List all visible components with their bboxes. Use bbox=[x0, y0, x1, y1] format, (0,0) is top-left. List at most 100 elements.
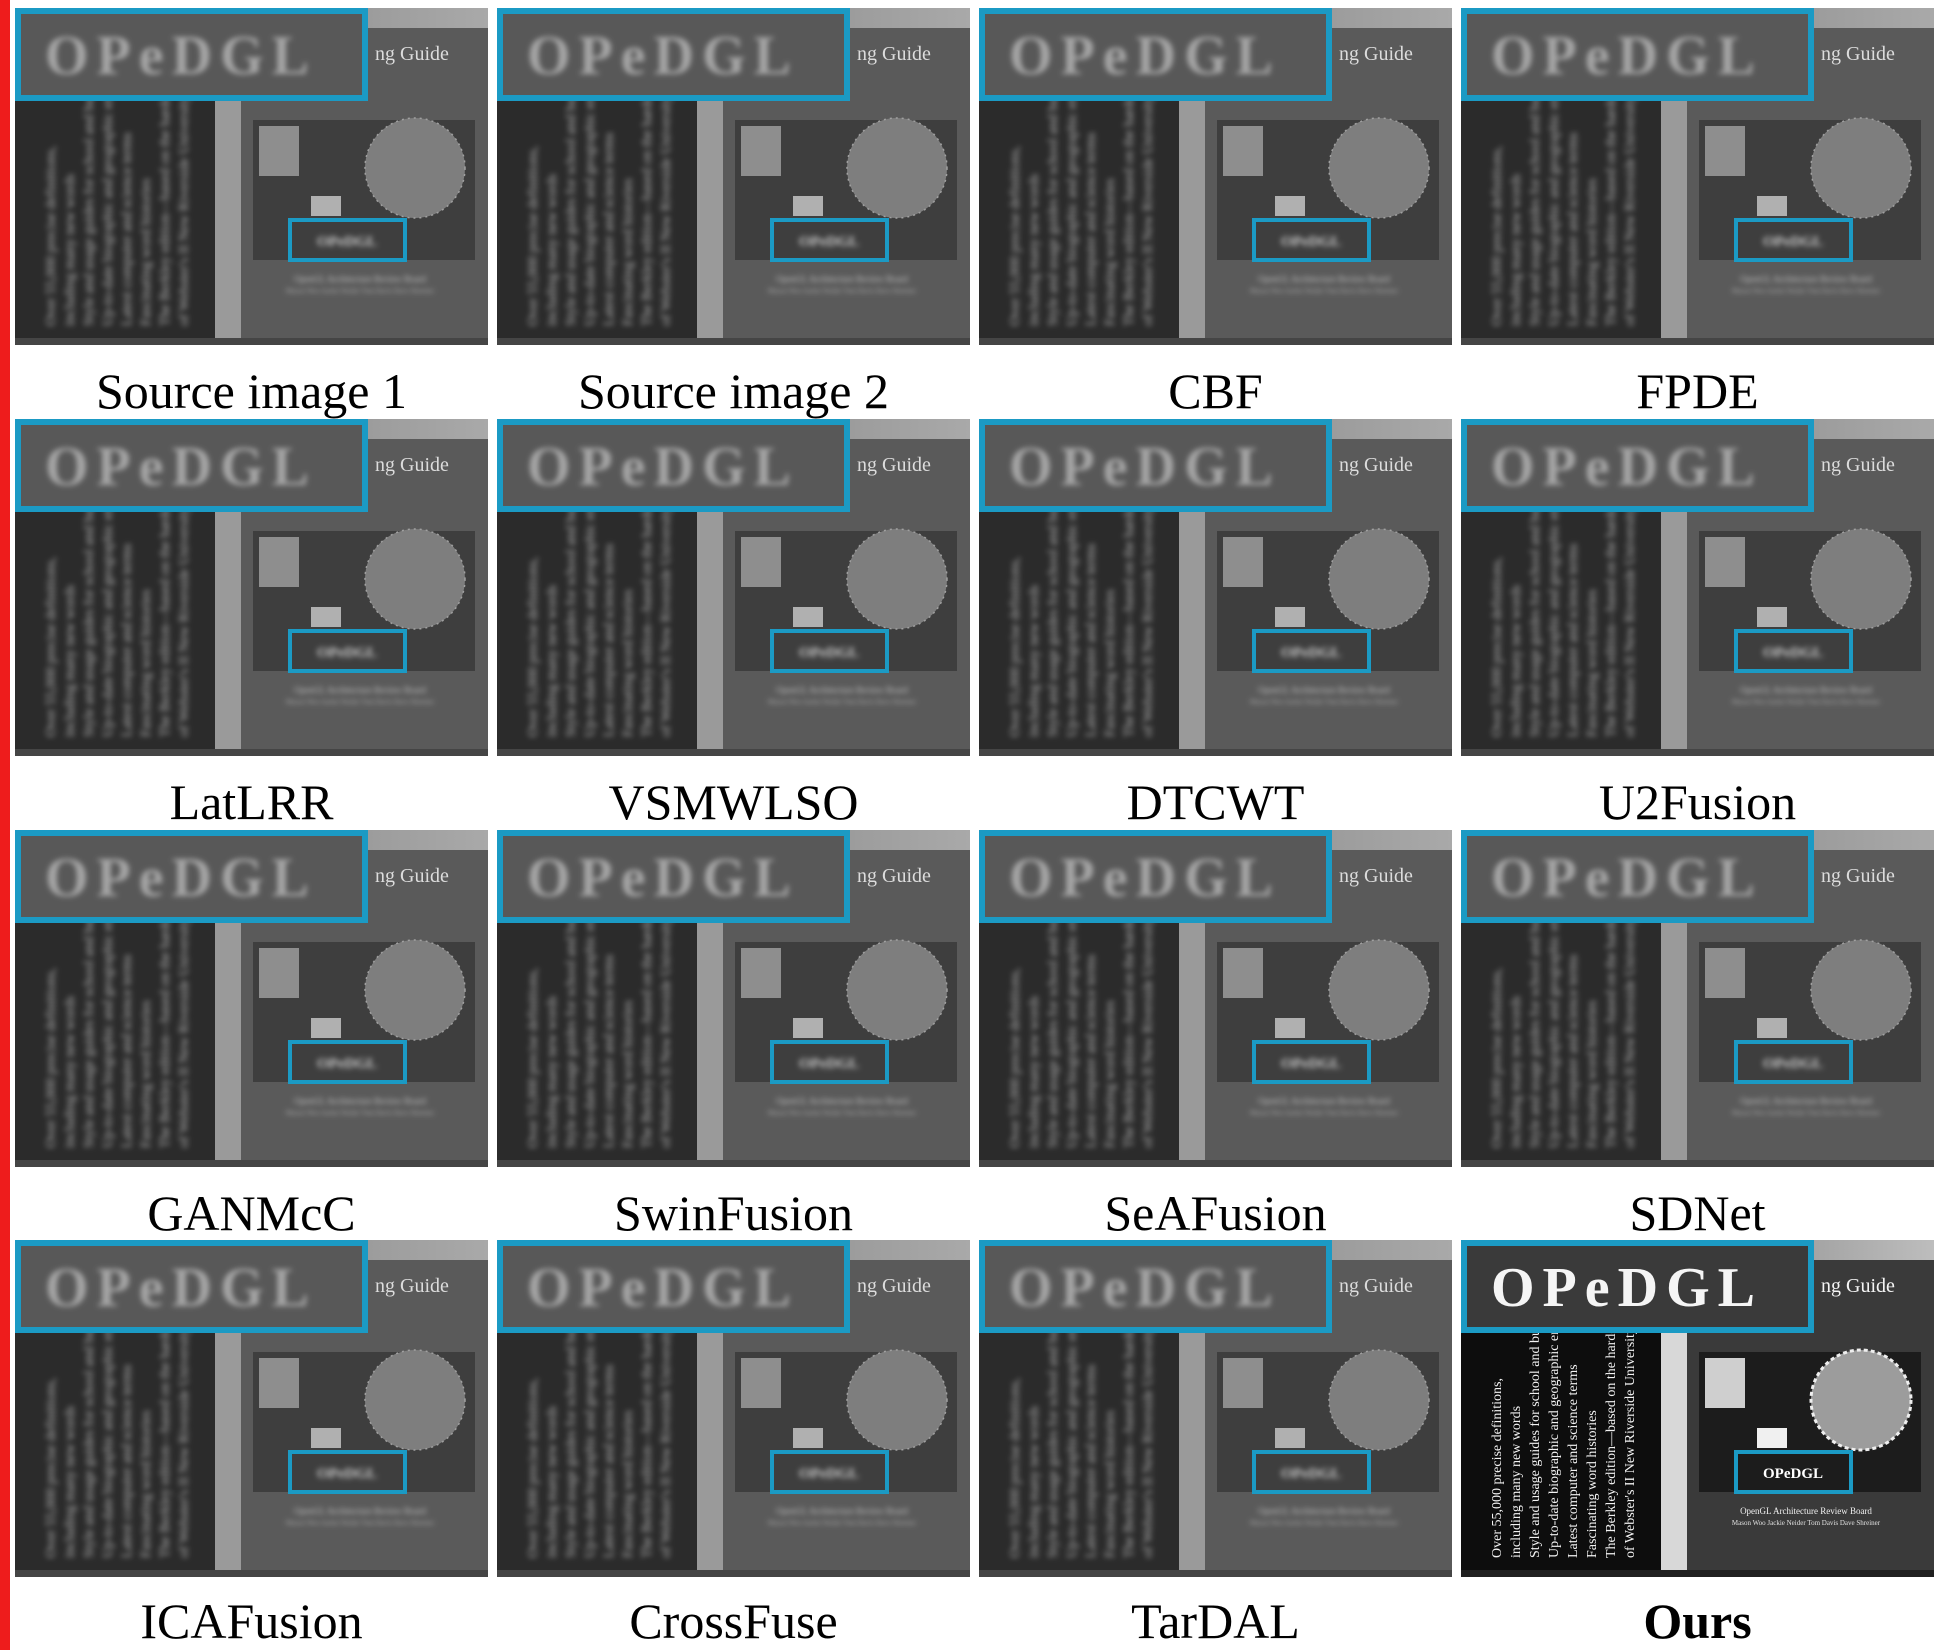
svg-text:Up-to-date biographic and geog: Up-to-date biographic and geographic ent… bbox=[1065, 905, 1080, 1148]
svg-text:Latest computer and science te: Latest computer and science terms bbox=[602, 132, 617, 326]
svg-text:including many new words: including many new words bbox=[63, 585, 78, 737]
svg-text:of Webster's II New Riverside: of Webster's II New Riverside University… bbox=[1623, 39, 1638, 326]
svg-text:Up-to-date biographic and geog: Up-to-date biographic and geographic ent… bbox=[1065, 83, 1080, 326]
svg-text:Mason Woo Jackie Neider Tom: Mason Woo Jackie Neider Tom Davis Dave S… bbox=[1250, 698, 1399, 706]
svg-text:Fascinating word histories: Fascinating word histories bbox=[1103, 1000, 1118, 1148]
svg-text:ng Guide: ng Guide bbox=[857, 43, 931, 65]
svg-text:The Berkley edition—based on t: The Berkley edition—based on the hardcov… bbox=[1122, 439, 1137, 737]
svg-text:The Berkley edition—based on t: The Berkley edition—based on the hardcov… bbox=[1122, 850, 1137, 1148]
panel-caption: U2Fusion bbox=[1598, 774, 1797, 830]
svg-text:Mason Woo Jackie Neider Tom: Mason Woo Jackie Neider Tom Davis Dave S… bbox=[1250, 1109, 1399, 1117]
svg-text:OPeDGL: OPeDGL bbox=[317, 1056, 377, 1072]
svg-text:Mason Woo Jackie Neider Tom: Mason Woo Jackie Neider Tom Davis Dave S… bbox=[768, 1109, 917, 1117]
svg-text:Mason Woo Jackie Neider Tom: Mason Woo Jackie Neider Tom Davis Dave S… bbox=[1732, 1519, 1881, 1527]
svg-text:of Webster's II New Riverside: of Webster's II New Riverside University… bbox=[659, 861, 674, 1148]
photo: Over 55,000 precise definitions, includin… bbox=[979, 419, 1452, 756]
svg-text:Latest computer and science te: Latest computer and science terms bbox=[1084, 954, 1099, 1148]
svg-text:ng Guide: ng Guide bbox=[1821, 1275, 1895, 1297]
panel-caption: DTCWT bbox=[1126, 774, 1305, 830]
svg-text:including many new words: including many new words bbox=[63, 174, 78, 326]
svg-text:Mason Woo Jackie Neider Tom: Mason Woo Jackie Neider Tom Davis Dave S… bbox=[286, 1109, 435, 1117]
svg-text:ng Guide: ng Guide bbox=[1339, 865, 1413, 887]
svg-text:Up-to-date biographic and geog: Up-to-date biographic and geographic ent… bbox=[583, 494, 598, 737]
svg-text:of Webster's II New Riverside: of Webster's II New Riverside University… bbox=[1623, 450, 1638, 737]
svg-text:Latest computer and science te: Latest computer and science terms bbox=[1566, 543, 1581, 737]
svg-text:Up-to-date biographic and geog: Up-to-date biographic and geographic ent… bbox=[1547, 905, 1562, 1148]
svg-text:The Berkley edition—based on t: The Berkley edition—based on the hardcov… bbox=[1604, 28, 1619, 326]
svg-text:OPeDGL: OPeDGL bbox=[799, 645, 859, 661]
svg-text:Over 55,000 precise definition: Over 55,000 precise definitions, bbox=[44, 968, 59, 1148]
svg-text:including many new words: including many new words bbox=[63, 1406, 78, 1558]
separator-bar bbox=[0, 0, 10, 1650]
svg-text:OPeDGL: OPeDGL bbox=[317, 645, 377, 661]
svg-text:including many new words: including many new words bbox=[545, 585, 560, 737]
svg-text:The Berkley edition—based on t: The Berkley edition—based on the hardcov… bbox=[1604, 850, 1619, 1148]
svg-text:Over 55,000 precise definition: Over 55,000 precise definitions, bbox=[1008, 557, 1023, 737]
svg-text:Over 55,000 precise definition: Over 55,000 precise definitions, bbox=[1490, 146, 1505, 326]
photo: Over 55,000 precise definitions, includin… bbox=[979, 8, 1452, 345]
svg-text:Up-to-date biographic and geog: Up-to-date biographic and geographic ent… bbox=[1547, 83, 1562, 326]
photo: Over 55,000 precise definitions, includin… bbox=[15, 830, 488, 1167]
svg-text:Fascinating word histories: Fascinating word histories bbox=[1585, 1000, 1600, 1148]
svg-text:Over 55,000 precise definition: Over 55,000 precise definitions, bbox=[1490, 968, 1505, 1148]
svg-text:Style and usage guides for sch: Style and usage guides for school and bu… bbox=[82, 1306, 97, 1558]
svg-text:OPeDGL: OPeDGL bbox=[1281, 234, 1341, 250]
svg-text:OpenGL Architecture Review Boa: OpenGL Architecture Review Board bbox=[776, 685, 908, 695]
photo: Over 55,000 precise definitions, includin… bbox=[497, 830, 970, 1167]
svg-text:The Berkley edition—based on t: The Berkley edition—based on the hardcov… bbox=[1122, 1260, 1137, 1558]
photo: Over 55,000 precise definitions, includin… bbox=[1461, 8, 1934, 345]
svg-text:Style and usage guides for sch: Style and usage guides for school and bu… bbox=[1046, 1306, 1061, 1558]
svg-text:Fascinating word histories: Fascinating word histories bbox=[1103, 1410, 1118, 1558]
svg-text:ng Guide: ng Guide bbox=[375, 43, 449, 65]
svg-text:ng Guide: ng Guide bbox=[857, 1275, 931, 1297]
svg-text:OPeDGL: OPeDGL bbox=[1281, 645, 1341, 661]
svg-text:The Berkley edition—based on t: The Berkley edition—based on the hardcov… bbox=[158, 439, 173, 737]
svg-text:OPeDGL: OPeDGL bbox=[527, 436, 799, 498]
svg-text:Fascinating word histories: Fascinating word histories bbox=[139, 589, 154, 737]
svg-text:OPeDGL: OPeDGL bbox=[1281, 1466, 1341, 1482]
svg-text:The Berkley edition—based on t: The Berkley edition—based on the hardcov… bbox=[1604, 439, 1619, 737]
svg-text:Mason Woo Jackie Neider Tom: Mason Woo Jackie Neider Tom Davis Dave S… bbox=[1732, 287, 1881, 295]
svg-text:OPeDGL: OPeDGL bbox=[1009, 436, 1281, 498]
svg-text:Fascinating word histories: Fascinating word histories bbox=[139, 1410, 154, 1558]
svg-text:Latest computer and science te: Latest computer and science terms bbox=[602, 543, 617, 737]
svg-text:Up-to-date biographic and geog: Up-to-date biographic and geographic ent… bbox=[101, 83, 116, 326]
panel-caption: GANMcC bbox=[147, 1185, 356, 1241]
svg-text:Fascinating word histories: Fascinating word histories bbox=[1585, 1410, 1600, 1558]
svg-text:OPeDGL: OPeDGL bbox=[1009, 25, 1281, 87]
svg-text:including many new words: including many new words bbox=[1509, 585, 1524, 737]
svg-text:Latest computer and science te: Latest computer and science terms bbox=[120, 1364, 135, 1558]
svg-text:ng Guide: ng Guide bbox=[1339, 454, 1413, 476]
svg-text:Over 55,000 precise definition: Over 55,000 precise definitions, bbox=[526, 146, 541, 326]
svg-text:Latest computer and science te: Latest computer and science terms bbox=[1084, 543, 1099, 737]
svg-text:including many new words: including many new words bbox=[545, 996, 560, 1148]
svg-text:Up-to-date biographic and geog: Up-to-date biographic and geographic ent… bbox=[583, 83, 598, 326]
photo: Over 55,000 precise definitions, includin… bbox=[497, 8, 970, 345]
svg-text:of Webster's II New Riverside: of Webster's II New Riverside University… bbox=[659, 39, 674, 326]
svg-text:ng Guide: ng Guide bbox=[857, 865, 931, 887]
svg-text:OpenGL Architecture Review Boa: OpenGL Architecture Review Board bbox=[1258, 1096, 1390, 1106]
svg-text:OpenGL Architecture Review Boa: OpenGL Architecture Review Board bbox=[294, 274, 426, 284]
panel-caption: CrossFuse bbox=[629, 1593, 838, 1649]
svg-text:The Berkley edition—based on t: The Berkley edition—based on the hardcov… bbox=[640, 28, 655, 326]
photo: Over 55,000 precise definitions, includin… bbox=[497, 1240, 970, 1577]
svg-text:Fascinating word histories: Fascinating word histories bbox=[1103, 589, 1118, 737]
photo: Over 55,000 precise definitions, includin… bbox=[15, 1240, 488, 1577]
svg-text:OPeDGL: OPeDGL bbox=[317, 234, 377, 250]
svg-text:Style and usage guides for sch: Style and usage guides for school and bu… bbox=[1046, 896, 1061, 1148]
svg-text:including many new words: including many new words bbox=[1027, 996, 1042, 1148]
svg-text:Over 55,000 precise definition: Over 55,000 precise definitions, bbox=[44, 557, 59, 737]
panel-caption: Ours bbox=[1643, 1593, 1752, 1649]
svg-text:OPeDGL: OPeDGL bbox=[799, 1466, 859, 1482]
svg-text:OpenGL Architecture Review Boa: OpenGL Architecture Review Board bbox=[294, 1506, 426, 1516]
svg-text:including many new words: including many new words bbox=[1027, 174, 1042, 326]
svg-text:Fascinating word histories: Fascinating word histories bbox=[621, 589, 636, 737]
svg-text:OPeDGL: OPeDGL bbox=[1763, 1056, 1823, 1072]
panel-caption: CBF bbox=[1168, 363, 1263, 419]
svg-text:OPeDGL: OPeDGL bbox=[527, 1257, 799, 1319]
panel-caption: LatLRR bbox=[169, 774, 334, 830]
svg-text:Mason Woo Jackie Neider Tom: Mason Woo Jackie Neider Tom Davis Dave S… bbox=[286, 698, 435, 706]
svg-text:of Webster's II New Riverside: of Webster's II New Riverside University… bbox=[177, 1271, 192, 1558]
svg-text:OPeDGL: OPeDGL bbox=[45, 25, 317, 87]
panel-caption: SDNet bbox=[1629, 1185, 1766, 1241]
